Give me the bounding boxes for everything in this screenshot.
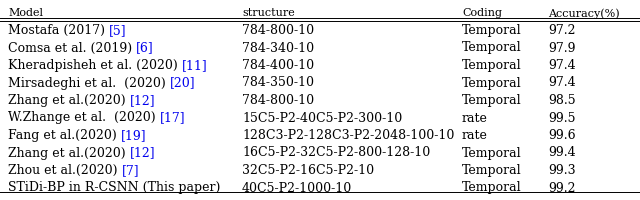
Text: 97.4: 97.4 (548, 76, 575, 90)
Text: Coding: Coding (462, 8, 502, 18)
Text: Fang et al.(2020): Fang et al.(2020) (8, 129, 121, 142)
Text: 98.5: 98.5 (548, 94, 575, 107)
Text: 99.2: 99.2 (548, 182, 575, 194)
Text: [6]: [6] (136, 42, 154, 54)
Text: 97.4: 97.4 (548, 59, 575, 72)
Text: Kheradpisheh et al. (2020): Kheradpisheh et al. (2020) (8, 59, 182, 72)
Text: rate: rate (462, 129, 488, 142)
Text: rate: rate (462, 112, 488, 124)
Text: [7]: [7] (122, 164, 139, 177)
Text: STiDi-BP in R-CSNN (This paper): STiDi-BP in R-CSNN (This paper) (8, 182, 220, 194)
Text: W.Zhange et al.  (2020): W.Zhange et al. (2020) (8, 112, 159, 124)
Text: structure: structure (242, 8, 295, 18)
Text: 784-350-10: 784-350-10 (242, 76, 314, 90)
Text: 40C5-P2-1000-10: 40C5-P2-1000-10 (242, 182, 352, 194)
Text: 32C5-P2-16C5-P2-10: 32C5-P2-16C5-P2-10 (242, 164, 374, 177)
Text: [5]: [5] (109, 24, 127, 37)
Text: Temporal: Temporal (462, 94, 522, 107)
Text: 97.9: 97.9 (548, 42, 575, 54)
Text: Zhang et al.(2020): Zhang et al.(2020) (8, 146, 130, 160)
Text: [11]: [11] (182, 59, 207, 72)
Text: Temporal: Temporal (462, 24, 522, 37)
Text: 99.5: 99.5 (548, 112, 575, 124)
Text: 99.6: 99.6 (548, 129, 575, 142)
Text: 784-800-10: 784-800-10 (242, 94, 314, 107)
Text: [12]: [12] (130, 146, 156, 160)
Text: Temporal: Temporal (462, 76, 522, 90)
Text: 99.3: 99.3 (548, 164, 575, 177)
Text: Temporal: Temporal (462, 182, 522, 194)
Text: 128C3-P2-128C3-P2-2048-100-10: 128C3-P2-128C3-P2-2048-100-10 (242, 129, 454, 142)
Text: 99.4: 99.4 (548, 146, 575, 160)
Text: 97.2: 97.2 (548, 24, 575, 37)
Text: Mirsadeghi et al.  (2020): Mirsadeghi et al. (2020) (8, 76, 170, 90)
Text: Temporal: Temporal (462, 146, 522, 160)
Text: 784-340-10: 784-340-10 (242, 42, 314, 54)
Text: [19]: [19] (121, 129, 147, 142)
Text: [12]: [12] (130, 94, 156, 107)
Text: Temporal: Temporal (462, 59, 522, 72)
Text: 784-800-10: 784-800-10 (242, 24, 314, 37)
Text: Mostafa (2017): Mostafa (2017) (8, 24, 109, 37)
Text: 16C5-P2-32C5-P2-800-128-10: 16C5-P2-32C5-P2-800-128-10 (242, 146, 430, 160)
Text: [17]: [17] (159, 112, 185, 124)
Text: Comsa et al. (2019): Comsa et al. (2019) (8, 42, 136, 54)
Text: 15C5-P2-40C5-P2-300-10: 15C5-P2-40C5-P2-300-10 (242, 112, 403, 124)
Text: Accuracy(%): Accuracy(%) (548, 8, 620, 19)
Text: Temporal: Temporal (462, 42, 522, 54)
Text: Temporal: Temporal (462, 164, 522, 177)
Text: 784-400-10: 784-400-10 (242, 59, 314, 72)
Text: [20]: [20] (170, 76, 195, 90)
Text: Zhou et al.(2020): Zhou et al.(2020) (8, 164, 122, 177)
Text: Model: Model (8, 8, 43, 18)
Text: Zhang et al.(2020): Zhang et al.(2020) (8, 94, 130, 107)
